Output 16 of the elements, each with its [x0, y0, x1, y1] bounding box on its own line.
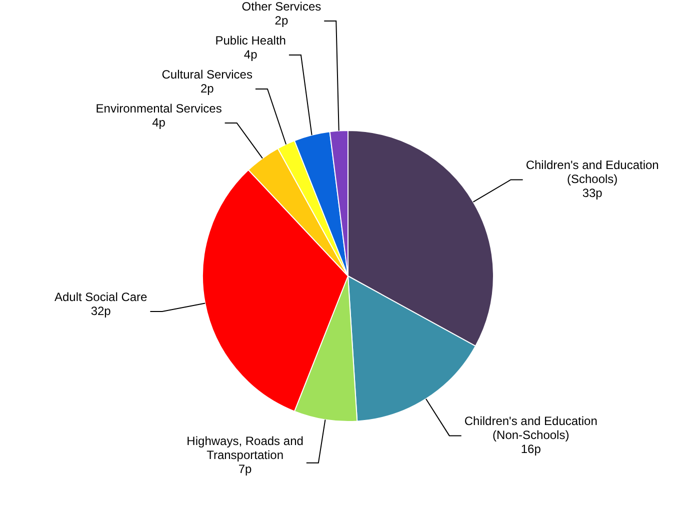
data-label: 16p — [520, 442, 542, 456]
slice-label: Adult Social Care — [54, 290, 148, 304]
data-label: 2p — [274, 13, 288, 28]
data-label: 7p — [238, 462, 252, 476]
data-label: 4p — [152, 115, 166, 130]
slice-label: Children's and Education (Schools) — [526, 158, 659, 186]
slice-label: Environmental Services — [96, 101, 222, 116]
slice-label: Other Services — [242, 0, 322, 14]
data-label: 32p — [90, 304, 112, 318]
data-label: 33p — [582, 186, 603, 200]
slice-label: Children's and Education (Non-Schools) — [464, 414, 598, 442]
slice-label: Cultural Services — [162, 67, 252, 82]
slice-label: Highways, Roads and Transportation — [186, 434, 304, 462]
data-label: 4p — [244, 47, 258, 62]
data-label: 2p — [200, 81, 214, 96]
slice-label: Public Health — [215, 33, 286, 48]
